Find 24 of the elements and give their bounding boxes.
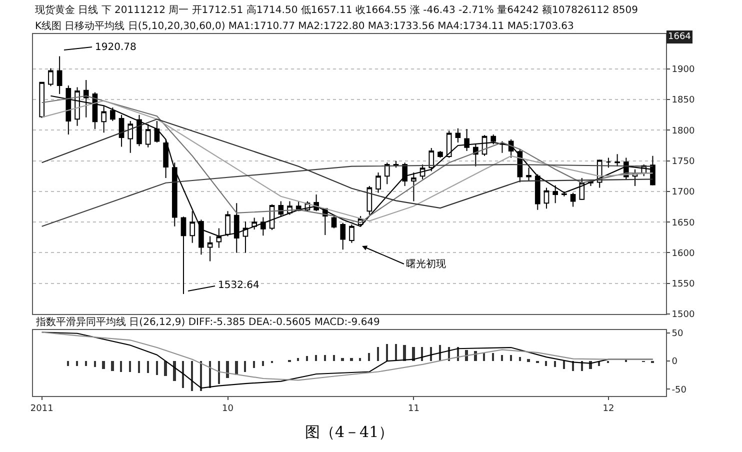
y-tick-label: 50 — [672, 328, 684, 339]
y-tick-label: -50 — [672, 385, 687, 396]
text: 图（4－41） — [305, 423, 394, 441]
y-tick-label: 1700 — [672, 188, 695, 198]
annotation: 曙光初现 — [406, 258, 446, 270]
y-tick-label: 1650 — [672, 218, 695, 228]
y-tick-label: 1550 — [672, 280, 695, 290]
x-tick-label: 2011 — [30, 404, 54, 414]
chart-subtitle: K线图 日移动平均线 日(5,10,20,30,60,0) MA1:1710.77 MA2:1722.80 MA3:1733.56 MA4:1734.11 MA5:1703.63 — [35, 20, 574, 32]
y-tick-label: 1800 — [672, 126, 695, 136]
x-tick-label: 11 — [408, 404, 420, 414]
x-tick-label: 12 — [602, 404, 614, 414]
y-tick-label: 1750 — [672, 156, 695, 167]
x-tick-label: 10 — [222, 404, 234, 414]
y-tick-label: 1600 — [672, 248, 695, 259]
chart-title: 指数平滑异同平均线 日(26,12,9) DIFF:-5.385 DEA:-0.5605 MACD:-9.649 — [35, 316, 380, 328]
annotation: 1532.64 — [218, 280, 260, 291]
y-tick-label: 1900 — [672, 65, 695, 76]
y-tick-label: 1500 — [672, 310, 695, 320]
annotation: 1920.78 — [95, 42, 136, 53]
y-tick-label: 0 — [672, 357, 678, 368]
chart-title: 现货黄金 日线 下 20111212 周一 开1712.51 高1714.50 低1657.11 收1664.55 涨 -46.43 -2.71% 量64242 额107826112 8509 — [35, 4, 638, 16]
y-tick-label: 1850 — [672, 96, 695, 106]
text: 1664 — [668, 32, 692, 42]
